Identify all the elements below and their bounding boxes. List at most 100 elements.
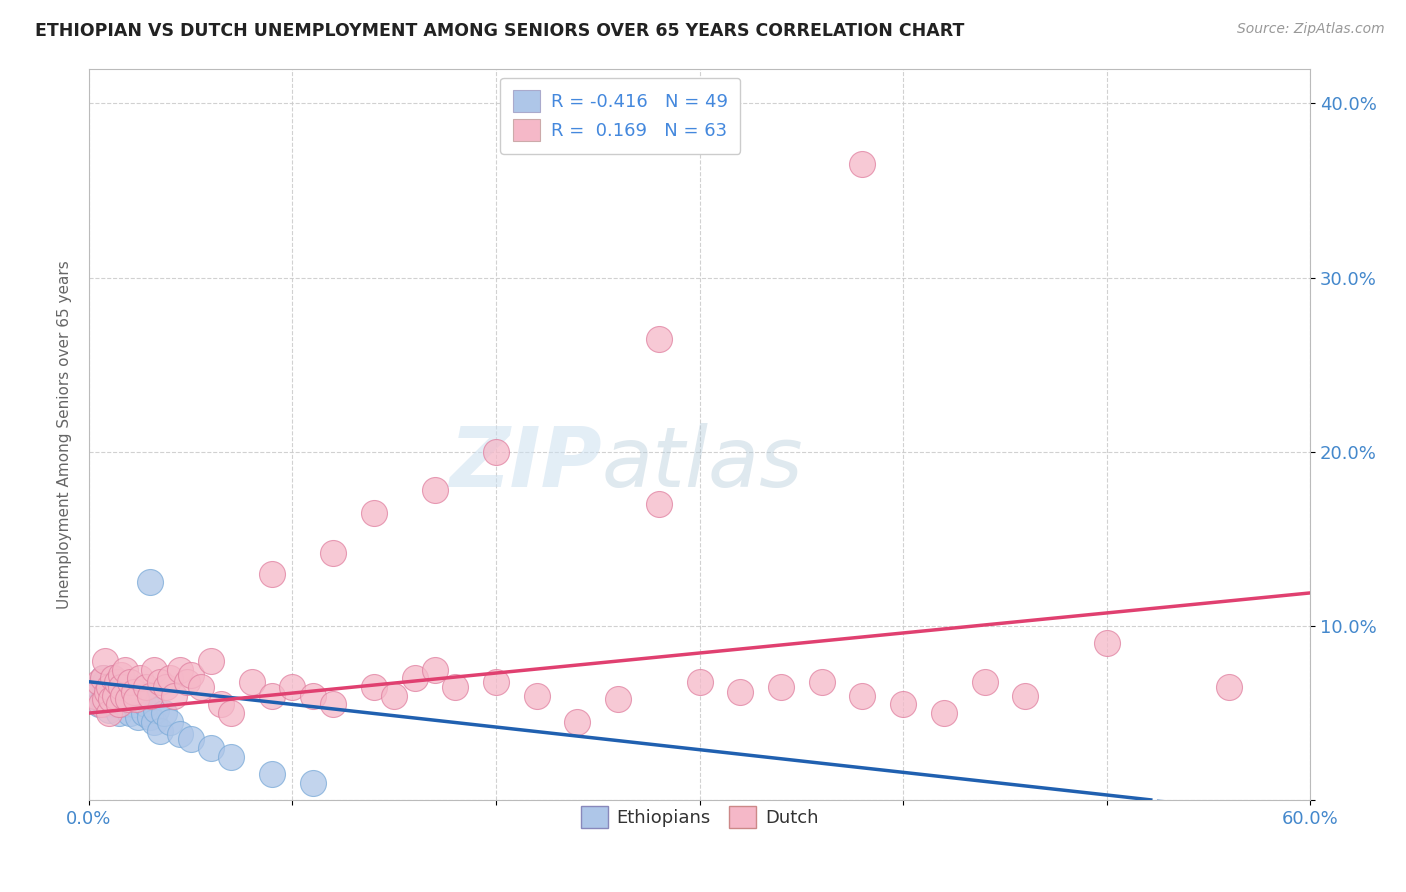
Point — [98, 680, 121, 694]
Point — [121, 692, 143, 706]
Point — [139, 575, 162, 590]
Text: atlas: atlas — [602, 423, 803, 504]
Point — [153, 706, 176, 720]
Point — [98, 680, 121, 694]
Point — [87, 674, 110, 689]
Point — [176, 674, 198, 689]
Point — [122, 698, 145, 712]
Point — [96, 683, 118, 698]
Point — [149, 674, 172, 689]
Point — [94, 692, 117, 706]
Point — [98, 689, 121, 703]
Point — [105, 689, 128, 703]
Point — [810, 674, 832, 689]
Point — [190, 680, 212, 694]
Point — [118, 683, 141, 698]
Point — [112, 689, 135, 703]
Point — [163, 689, 186, 703]
Point — [128, 689, 150, 703]
Point — [526, 689, 548, 703]
Point — [94, 685, 117, 699]
Point — [118, 706, 141, 720]
Point — [98, 703, 121, 717]
Point — [301, 776, 323, 790]
Point — [110, 680, 132, 694]
Point — [363, 680, 385, 694]
Legend: Ethiopians, Dutch: Ethiopians, Dutch — [574, 798, 825, 835]
Y-axis label: Unemployment Among Seniors over 65 years: Unemployment Among Seniors over 65 years — [58, 260, 72, 608]
Point — [200, 654, 222, 668]
Point — [769, 680, 792, 694]
Point — [180, 667, 202, 681]
Point — [262, 566, 284, 581]
Point — [404, 671, 426, 685]
Point — [104, 689, 127, 703]
Point — [159, 714, 181, 729]
Point — [94, 674, 117, 689]
Point — [104, 698, 127, 712]
Point — [118, 674, 141, 689]
Point — [108, 698, 131, 712]
Point — [135, 680, 157, 694]
Point — [485, 444, 508, 458]
Point — [363, 506, 385, 520]
Point — [143, 714, 166, 729]
Point — [110, 667, 132, 681]
Point — [94, 654, 117, 668]
Text: ZIP: ZIP — [450, 423, 602, 504]
Point — [96, 692, 118, 706]
Point — [117, 692, 139, 706]
Point — [567, 714, 589, 729]
Point — [105, 680, 128, 694]
Point — [124, 692, 146, 706]
Point — [180, 732, 202, 747]
Point — [301, 689, 323, 703]
Point — [281, 680, 304, 694]
Point — [105, 674, 128, 689]
Point — [382, 689, 405, 703]
Point — [124, 685, 146, 699]
Point — [103, 671, 125, 685]
Point — [139, 709, 162, 723]
Point — [103, 692, 125, 706]
Point — [135, 698, 157, 712]
Point — [648, 332, 671, 346]
Point — [973, 674, 995, 689]
Point — [87, 680, 110, 694]
Point — [1095, 636, 1118, 650]
Point — [444, 680, 467, 694]
Point — [209, 698, 232, 712]
Point — [98, 706, 121, 720]
Point — [112, 689, 135, 703]
Point — [149, 723, 172, 738]
Point — [423, 663, 446, 677]
Point — [108, 674, 131, 689]
Point — [90, 698, 112, 712]
Point — [132, 706, 155, 720]
Point — [122, 685, 145, 699]
Point — [1014, 689, 1036, 703]
Point — [110, 692, 132, 706]
Point — [485, 674, 508, 689]
Point — [221, 749, 243, 764]
Point — [108, 706, 131, 720]
Point — [891, 698, 914, 712]
Point — [607, 692, 630, 706]
Point — [155, 680, 177, 694]
Point — [91, 671, 114, 685]
Point — [127, 709, 149, 723]
Point — [103, 671, 125, 685]
Point — [87, 698, 110, 712]
Point — [689, 674, 711, 689]
Text: Source: ZipAtlas.com: Source: ZipAtlas.com — [1237, 22, 1385, 37]
Point — [730, 685, 752, 699]
Point — [143, 663, 166, 677]
Point — [648, 497, 671, 511]
Point — [91, 671, 114, 685]
Point — [94, 698, 117, 712]
Point — [200, 741, 222, 756]
Point — [91, 692, 114, 706]
Point — [139, 689, 162, 703]
Point — [84, 689, 107, 703]
Point — [128, 671, 150, 685]
